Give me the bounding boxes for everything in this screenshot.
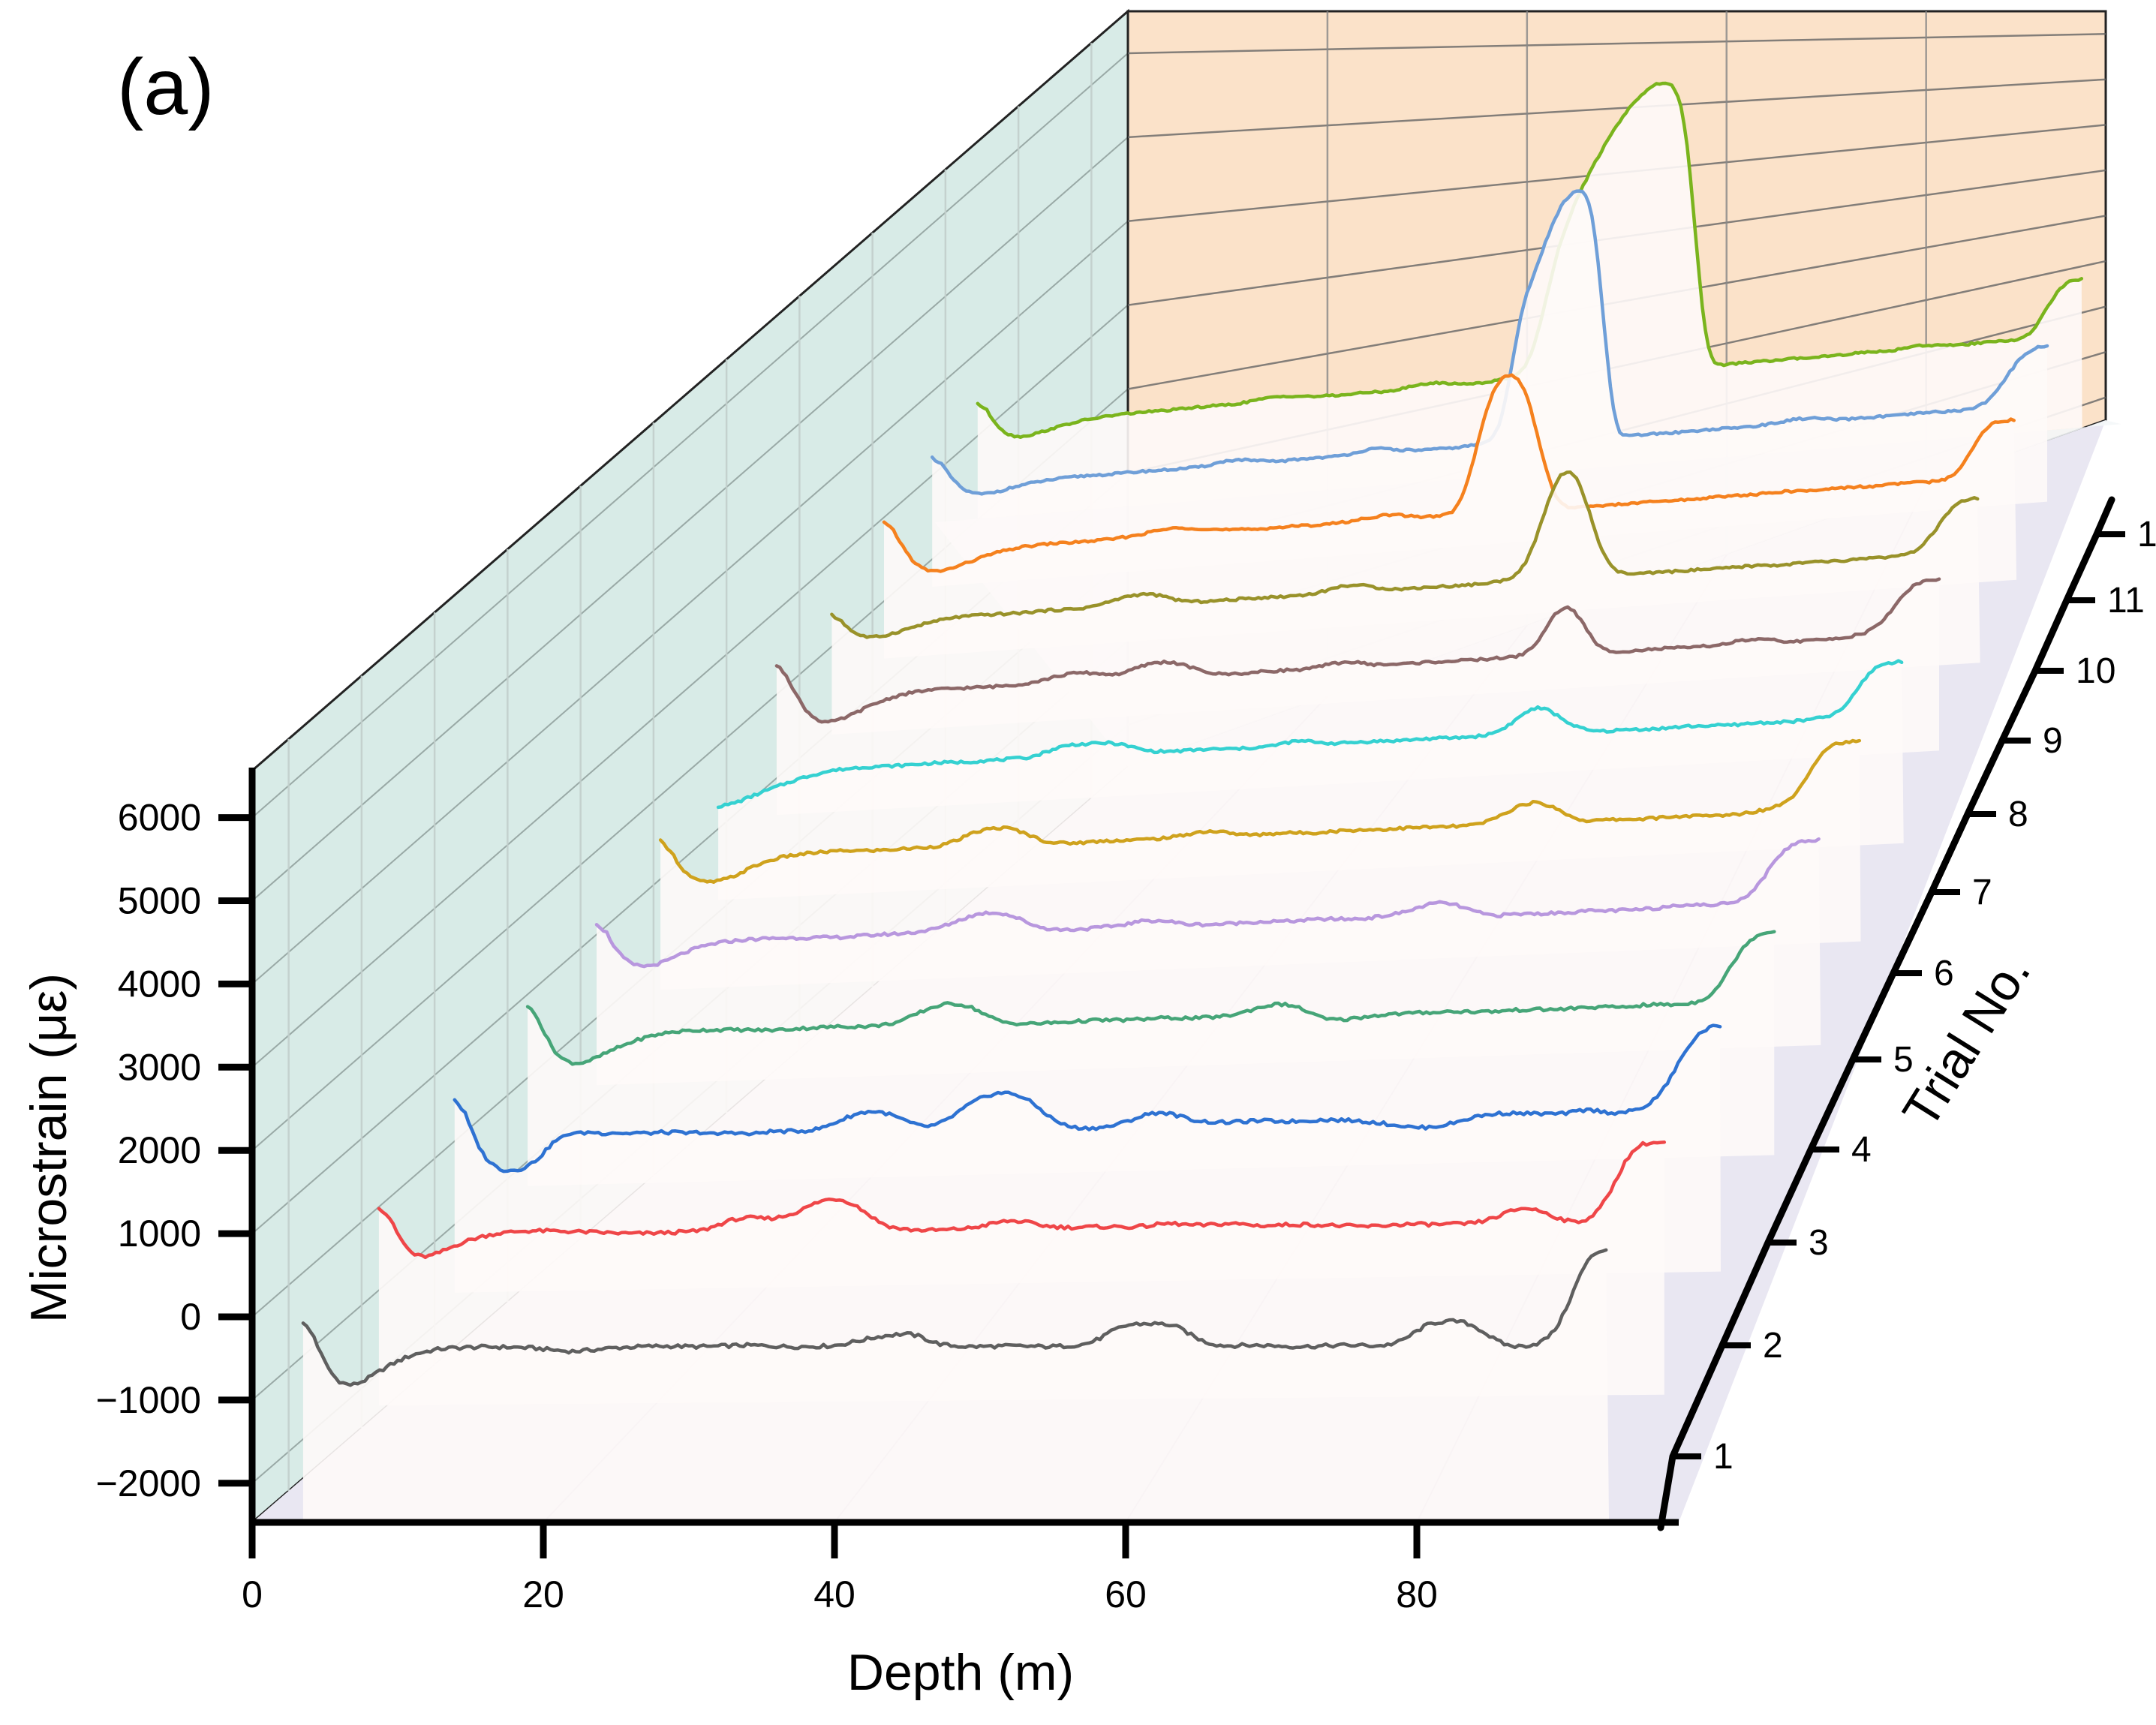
- x-tick-label: 60: [1105, 1573, 1147, 1615]
- y-axis-title: Microstrain (με): [20, 973, 77, 1323]
- y-tick-label: −1000: [96, 1379, 201, 1421]
- series-trial-9: [830, 470, 1980, 639]
- y-tick-label: 0: [180, 1296, 201, 1338]
- x-tick-label: 20: [522, 1573, 564, 1615]
- z-tick-label: 1: [1713, 1437, 1734, 1477]
- x-tick-label: 0: [242, 1573, 263, 1615]
- z-tick-label: 11: [2107, 581, 2145, 621]
- left-wall-gridline: [251, 220, 1129, 985]
- z-tick-label: 3: [1809, 1223, 1829, 1263]
- z-tick-label: 6: [1934, 954, 1954, 993]
- series-trial-1: [301, 1248, 1608, 1387]
- series-trial-2: [377, 1140, 1667, 1260]
- series-trial-3: [453, 1023, 1722, 1174]
- chart-root: 6000 5000 4000 3000 2000 1000 0 −1000 −2000 0 20 40…: [96, 8, 2156, 1615]
- z-axis-line: [1657, 496, 2115, 1531]
- series-curtain-11: [932, 191, 2047, 587]
- left-wall-gridline: [251, 137, 1129, 902]
- left-wall-gridline: [251, 53, 1129, 819]
- z-tick-label: 7: [1972, 873, 1992, 912]
- y-tick-label: 3000: [118, 1046, 201, 1088]
- y-tick-label: 5000: [118, 880, 201, 922]
- x-axis-title: Depth (m): [847, 1644, 1074, 1701]
- z-tick-label: 12: [2137, 515, 2156, 554]
- z-tick-label: 9: [2043, 721, 2063, 761]
- x-tick-label: 80: [1396, 1573, 1438, 1615]
- series-trial-6: [658, 738, 1862, 884]
- series-curtain-1: [302, 1249, 1610, 1525]
- back-wall-gridline-h: [1127, 33, 2106, 55]
- y-tick-label: 4000: [118, 963, 201, 1005]
- series-trial-8: [774, 577, 1941, 724]
- y-tick-label: 6000: [118, 797, 201, 839]
- series-curtain-2: [378, 1142, 1664, 1406]
- series-trial-4: [525, 930, 1776, 1066]
- series-curtain-12: [977, 83, 2082, 519]
- series-trial-7: [716, 659, 1904, 810]
- y-tick-label: 2000: [118, 1129, 201, 1171]
- x-tick-label: 40: [813, 1573, 855, 1615]
- series-trial-10: [882, 373, 2016, 573]
- y-tick-label: −2000: [96, 1462, 201, 1504]
- z-tick-label: 4: [1851, 1130, 1872, 1170]
- z-tick-label: 2: [1763, 1326, 1783, 1366]
- series-trial-5: [594, 837, 1821, 969]
- z-tick-label: 10: [2076, 651, 2115, 691]
- z-tick-label: 5: [1893, 1040, 1914, 1080]
- panel-label: (a): [117, 43, 215, 131]
- back-wall-gridline-h: [1127, 78, 2106, 139]
- z-tick-label: 8: [2008, 795, 2028, 834]
- y-tick-label: 1000: [118, 1213, 201, 1255]
